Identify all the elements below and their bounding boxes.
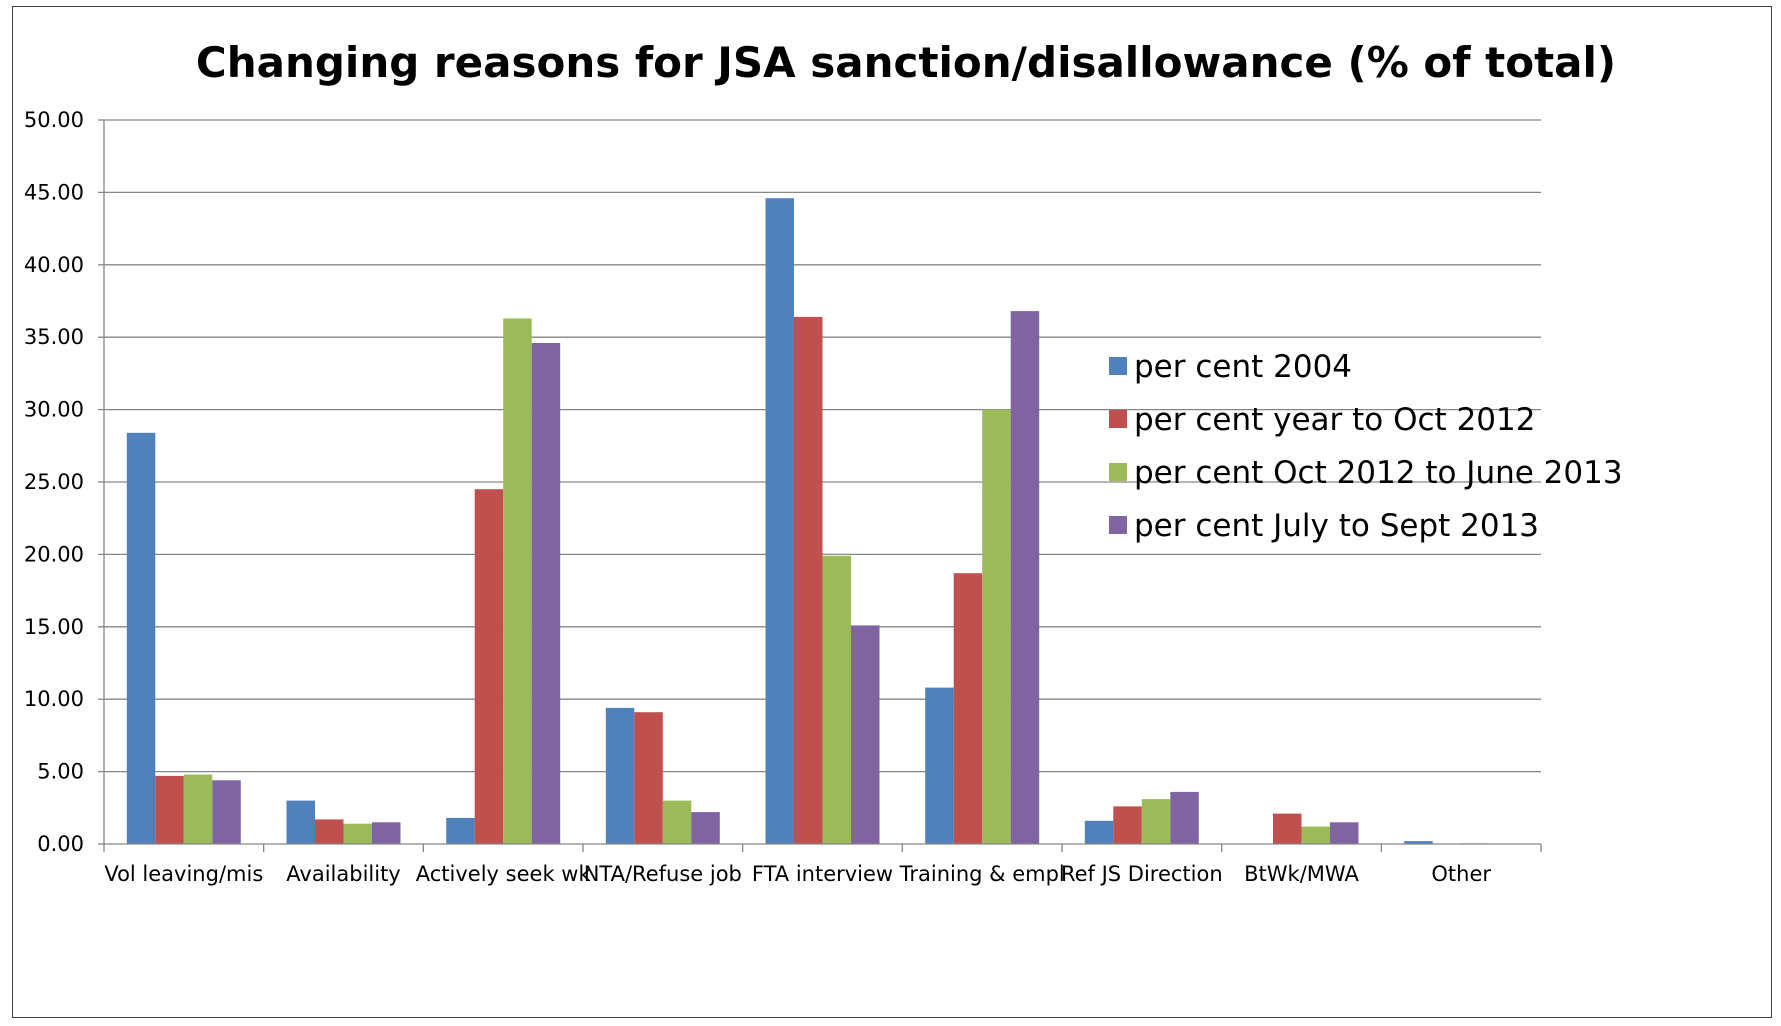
legend-swatch bbox=[1109, 410, 1127, 428]
chart-svg: Changing reasons for JSA sanction/disall… bbox=[24, 38, 1623, 886]
bar bbox=[343, 823, 372, 844]
bar bbox=[286, 800, 315, 844]
y-tick-label: 40.00 bbox=[24, 253, 84, 277]
bar bbox=[1273, 813, 1302, 844]
legend-label: per cent July to Sept 2013 bbox=[1134, 508, 1539, 544]
x-tick-label: Availability bbox=[286, 862, 400, 886]
legend: per cent 2004 per cent year to Oct 2012 pe… bbox=[1109, 349, 1623, 544]
y-tick-label: 45.00 bbox=[24, 180, 84, 204]
y-tick-label: 0.00 bbox=[37, 832, 84, 856]
bar bbox=[765, 198, 794, 844]
chart-title: Changing reasons for JSA sanction/disall… bbox=[196, 38, 1616, 87]
legend-label: per cent year to Oct 2012 bbox=[1134, 402, 1535, 438]
bar bbox=[1113, 806, 1142, 844]
bar bbox=[1404, 841, 1433, 844]
y-tick-label: 15.00 bbox=[24, 615, 84, 639]
bar bbox=[662, 800, 692, 844]
x-tick-label: Vol leaving/mis bbox=[104, 862, 263, 886]
bar bbox=[212, 780, 241, 844]
bar bbox=[183, 774, 213, 844]
bar bbox=[1301, 826, 1330, 844]
legend-swatch bbox=[1109, 463, 1127, 481]
chart-frame: Changing reasons for JSA sanction/disall… bbox=[12, 6, 1772, 1018]
bar bbox=[446, 817, 475, 844]
x-tick-label: FTA interview bbox=[752, 862, 893, 886]
bars bbox=[126, 198, 1490, 845]
bar bbox=[474, 489, 504, 844]
bar bbox=[531, 343, 561, 844]
x-tick-label: Other bbox=[1431, 862, 1491, 886]
bar bbox=[1330, 822, 1359, 844]
y-tick-label: 5.00 bbox=[37, 760, 84, 784]
bar bbox=[372, 822, 401, 844]
x-tick-label: Actively seek wk bbox=[416, 862, 592, 886]
y-tick-label: 10.00 bbox=[24, 687, 84, 711]
legend-label: per cent Oct 2012 to June 2013 bbox=[1134, 455, 1623, 491]
legend-label: per cent 2004 bbox=[1134, 349, 1352, 385]
bar bbox=[315, 819, 344, 844]
bar bbox=[605, 707, 635, 844]
bar bbox=[634, 712, 663, 844]
bar bbox=[953, 573, 983, 844]
legend-swatch bbox=[1109, 516, 1127, 534]
bar bbox=[503, 318, 532, 844]
bar bbox=[126, 432, 156, 844]
bar bbox=[851, 625, 880, 844]
x-tick-label: Training & empl bbox=[899, 862, 1065, 886]
bar bbox=[691, 812, 720, 844]
y-tick-label: 30.00 bbox=[24, 398, 84, 422]
bar bbox=[1010, 311, 1040, 845]
x-tick-label: Ref JS Direction bbox=[1061, 862, 1223, 886]
y-tick-label: 20.00 bbox=[24, 542, 84, 566]
bar bbox=[822, 555, 851, 844]
bar bbox=[1170, 791, 1199, 844]
y-tick-label: 35.00 bbox=[24, 325, 84, 349]
bar bbox=[155, 775, 184, 844]
x-tick-label: NTA/Refuse job bbox=[584, 862, 742, 886]
bar bbox=[794, 316, 823, 844]
bar bbox=[1084, 820, 1114, 844]
legend-swatch bbox=[1109, 357, 1127, 375]
bar bbox=[925, 687, 954, 844]
y-tick-label: 25.00 bbox=[24, 470, 84, 494]
bar bbox=[1141, 799, 1171, 844]
x-tick-label: BtWk/MWA bbox=[1244, 862, 1359, 886]
bar bbox=[982, 409, 1011, 844]
axes: 0.00 5.00 10.00 15.00 20.00 25.00 30.00 35.00 40… bbox=[24, 108, 1542, 886]
y-tick-label: 50.00 bbox=[24, 108, 84, 132]
